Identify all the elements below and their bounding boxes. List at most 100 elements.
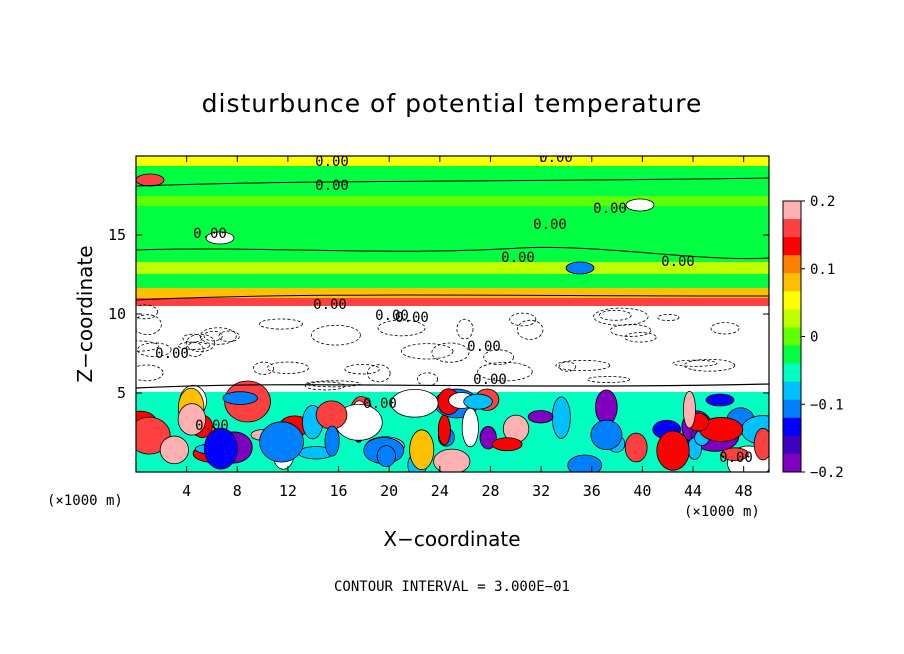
contour-label: 0.00	[193, 226, 227, 242]
field-contour-ring	[136, 314, 162, 336]
field-band-mid-yellow	[136, 262, 769, 274]
field-contour-ring	[516, 319, 544, 340]
x-tick-label: 4	[182, 482, 191, 500]
field-band-upper	[136, 196, 769, 206]
field-blob	[461, 407, 479, 448]
field-blob	[491, 437, 523, 452]
x-tick-label: 24	[431, 482, 449, 500]
contour-label: 0.00	[473, 372, 507, 388]
field-blob	[259, 421, 304, 463]
field-contour-ring	[344, 364, 380, 375]
field-band-orange	[136, 288, 769, 298]
field-contour-ring	[203, 330, 223, 342]
colorbar-swatch	[783, 291, 801, 310]
colorbar-swatch	[783, 417, 801, 437]
field-contour-ring	[377, 319, 426, 337]
field-contour-ring	[136, 364, 164, 382]
field-blobs	[136, 173, 769, 472]
x-axis-title: X−coordinate	[383, 527, 520, 551]
field-blob	[222, 391, 258, 405]
contour-label: 0.00	[533, 217, 567, 233]
field-blob	[409, 429, 435, 471]
field-contour-ring	[305, 380, 361, 388]
y-tick-label: 15	[108, 226, 126, 244]
colorbar-tick-label: 0	[810, 330, 818, 346]
field-band-top	[136, 156, 769, 166]
field-contour-ring	[416, 372, 439, 387]
y-axis: 5 10 15 Z−coordinate	[73, 226, 769, 402]
x-tick-label: 44	[684, 482, 702, 500]
contour-line-low	[136, 294, 769, 301]
contour-line-upper	[136, 177, 769, 187]
x-ticks: 4 8 12 16 20 24 28 32 36 40 44 48	[182, 156, 753, 500]
x-tick-label: 20	[380, 482, 398, 500]
field-shading: 0.00 0.00 0.00 0.00 0.00 0.00 0.00 0.00 0.00 0.00…	[136, 150, 769, 472]
field-blob	[177, 403, 207, 436]
field-blob	[720, 447, 749, 461]
field-blob	[565, 261, 595, 275]
field-blob	[705, 393, 735, 407]
contour-line-lower	[136, 383, 769, 389]
field-band-red	[136, 298, 769, 306]
colorbar-swatch	[783, 435, 801, 455]
field-contour-ring	[137, 342, 172, 358]
field-blob	[567, 454, 603, 472]
field-contour-ring	[310, 324, 361, 346]
field-blob	[463, 393, 493, 410]
field-blob	[433, 448, 471, 472]
contour-label: 0.00	[539, 150, 573, 166]
field-blob	[159, 435, 189, 465]
x-tick-label: 12	[279, 482, 297, 500]
field-contour-ring	[259, 318, 303, 330]
field-blob	[595, 389, 618, 425]
field-blob	[324, 425, 340, 457]
x-tick-label: 32	[532, 482, 550, 500]
y-ticks: 5 10 15	[108, 226, 769, 402]
field-contour-ring	[218, 330, 240, 343]
field-contour-ring	[401, 343, 454, 360]
colorbar-tick-label: −0.2	[810, 465, 844, 481]
contour-label: 0.00	[593, 201, 627, 217]
field-contour-ring	[672, 359, 718, 367]
field-contour-ring	[598, 309, 632, 321]
field-blob	[551, 396, 571, 439]
x-tick-label: 8	[233, 482, 242, 500]
contour-label: 0.00	[363, 396, 397, 412]
field-contour-ring	[657, 314, 680, 322]
field-blob	[656, 430, 690, 471]
contour-label: 0.00	[719, 450, 753, 466]
contour-label: 0.00	[315, 154, 349, 170]
colorbar-tick-label: 0.2	[810, 194, 835, 210]
field-blob	[527, 410, 554, 424]
field-blob	[376, 445, 396, 468]
field-contour-ring	[509, 312, 537, 327]
field-blob	[205, 231, 235, 245]
field-blob	[624, 432, 648, 463]
y-tick-label: 10	[108, 305, 126, 323]
colorbar: 0.2 0.1 0 −0.1 −0.2	[782, 194, 844, 481]
field-contour-ring	[483, 349, 514, 366]
field-contour-ring	[199, 327, 237, 345]
contour-label: 0.00	[375, 308, 409, 324]
x-axis: 4 8 12 16 20 24 28 32 36 40 44 48 (×1000 m) (×1000 …	[47, 156, 760, 551]
field-contour-ring	[136, 304, 158, 320]
field-contour-ring	[366, 364, 391, 383]
chart-title: disturbunce of potential temperature	[202, 89, 703, 118]
colorbar-swatch	[783, 381, 801, 401]
contour-label: 0.00	[195, 418, 229, 434]
contour-line-mid	[136, 246, 769, 260]
field-contour-ring	[304, 381, 346, 391]
field-blob	[315, 400, 348, 430]
colorbar-swatch	[783, 327, 801, 347]
contour-interval-footer: CONTOUR INTERVAL = 3.000E−01	[334, 579, 570, 595]
colorbar-swatch	[783, 255, 801, 274]
colorbar-swatch	[783, 201, 801, 220]
contour-label: 0.00	[315, 178, 349, 194]
field-contour-ring	[710, 322, 740, 335]
field-contour-ring	[683, 358, 736, 372]
field-blob	[136, 173, 165, 187]
field-contour-ring	[558, 361, 577, 372]
colorbar-swatch	[783, 453, 801, 473]
field-contour-ring	[185, 342, 204, 357]
